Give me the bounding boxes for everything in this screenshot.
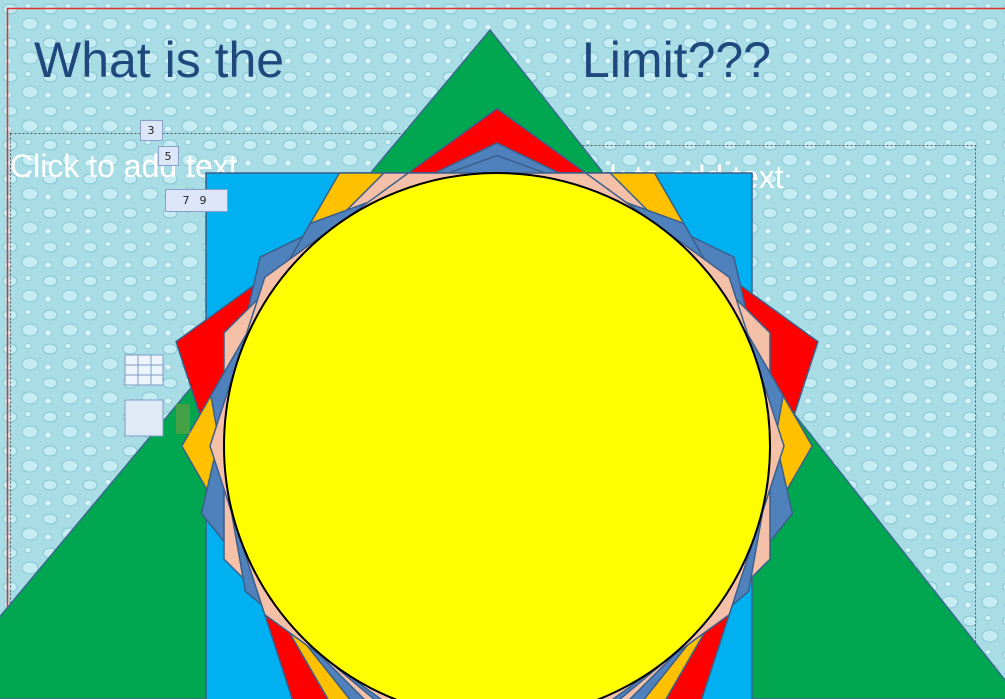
slide: Click to add text Click to add text What…	[0, 0, 1005, 699]
placeholder-text[interactable]: Click to add text	[10, 148, 238, 184]
title-text[interactable]: What is the	[34, 32, 284, 88]
title-text[interactable]: Limit???	[582, 32, 771, 88]
badge	[166, 190, 228, 212]
badge-text: 5	[165, 150, 172, 163]
table-icon[interactable]	[125, 355, 163, 385]
circle[interactable]	[224, 173, 770, 699]
smartart-icon[interactable]	[176, 404, 190, 434]
badge-text: 3	[148, 124, 155, 137]
badge-text: 9	[200, 194, 207, 207]
picture-icon[interactable]	[125, 400, 163, 436]
badge-text: 7	[183, 194, 190, 207]
